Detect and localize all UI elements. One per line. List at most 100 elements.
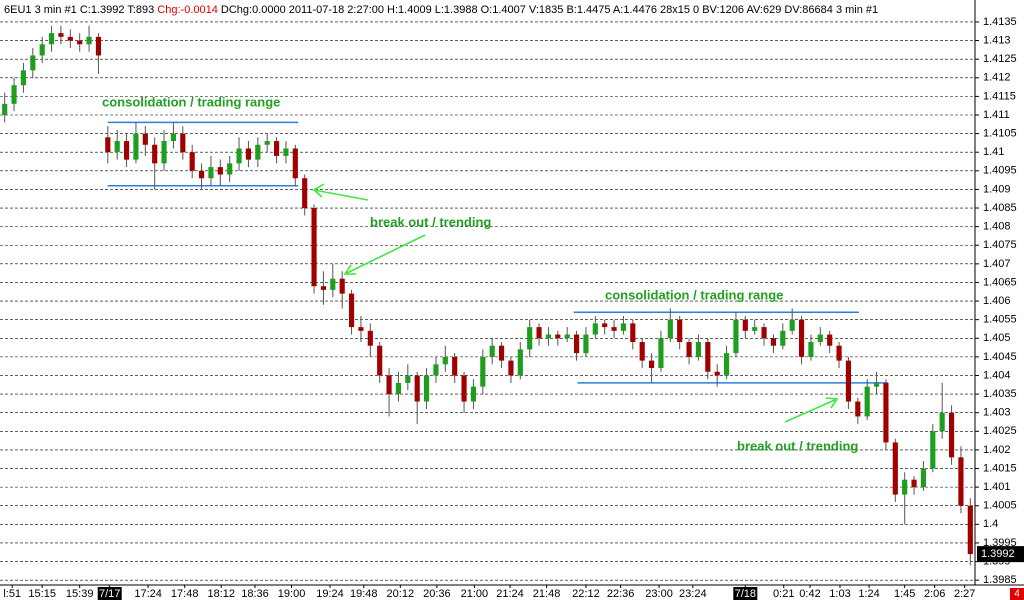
annotation: consolidation / trading range: [605, 287, 783, 302]
x-tick-label: 19:00: [278, 588, 306, 600]
candle-body: [920, 468, 927, 488]
arrow-head: [825, 397, 839, 409]
candle-body: [602, 323, 608, 328]
candle-body: [705, 341, 711, 372]
candle-body: [892, 442, 898, 495]
candle-body: [808, 341, 814, 357]
x-tick-label: 18:36: [241, 588, 269, 600]
y-tick-label: 1.3995: [983, 537, 1017, 549]
header-change: Chg:-0.0014: [157, 4, 218, 16]
candle-body: [264, 141, 270, 145]
candle-body: [292, 148, 298, 179]
x-tick-label: 23:24: [679, 588, 707, 600]
candle-body: [583, 334, 589, 354]
x-tick-label: 15:15: [28, 588, 56, 600]
x-tick-label: 23:00: [645, 588, 673, 600]
candle-body: [883, 382, 889, 443]
candle-body: [170, 133, 177, 142]
candle-body: [95, 36, 102, 56]
candle-body: [845, 360, 852, 402]
candle-body: [639, 341, 645, 361]
x-tick-label: 19:48: [350, 588, 378, 600]
last-price-label: 1.3992: [981, 548, 1015, 560]
x-tick-label: 20:36: [423, 588, 451, 600]
x-tick-label: 22:36: [607, 588, 635, 600]
y-tick-label: 1.411: [983, 109, 1010, 121]
candle-body: [105, 137, 111, 153]
x-tick-label: 0:42: [799, 588, 820, 600]
y-tick-label: 1.407: [983, 258, 1011, 270]
annotation: consolidation / trading range: [102, 94, 280, 109]
candle-body: [86, 36, 92, 45]
y-tick-label: 1.4095: [983, 165, 1017, 177]
candle-body: [414, 375, 420, 402]
candle-body: [564, 334, 570, 339]
x-tick-label: 21:24: [496, 588, 524, 600]
candle-body: [255, 144, 261, 160]
candle-body: [677, 319, 683, 342]
candle-body: [658, 338, 664, 369]
candle-body: [630, 323, 636, 342]
y-tick-label: 1.401: [983, 481, 1011, 493]
candle-body: [217, 167, 223, 175]
x-tick-label: 20:12: [387, 588, 415, 600]
candle-body: [58, 33, 64, 37]
candle-body: [348, 293, 355, 328]
y-tick-label: 1.408: [983, 221, 1011, 233]
candle-body: [967, 505, 973, 555]
y-tick-label: 1.412: [983, 72, 1011, 84]
y-tick-label: 1.4135: [983, 16, 1017, 28]
candle-body: [67, 36, 73, 41]
x-tick-label: 17:48: [171, 588, 199, 600]
candle-body: [198, 170, 205, 179]
last-price-box: [977, 546, 1024, 563]
candle-body: [958, 457, 964, 506]
candle-body: [770, 338, 777, 346]
y-tick-label: 1.4055: [983, 314, 1017, 326]
candle-body: [742, 319, 748, 331]
y-tick-label: 1.4015: [983, 462, 1017, 474]
x-tick-label: 1:45: [894, 588, 915, 600]
candle-body: [377, 345, 383, 376]
y-tick-label: 1.4005: [983, 500, 1017, 512]
candle-body: [227, 163, 233, 175]
x-tick-label: 1:24: [858, 588, 879, 600]
candle-body: [320, 286, 327, 290]
candle-body: [536, 327, 542, 339]
candle-body: [948, 412, 955, 458]
candle-body: [302, 178, 308, 209]
header-left: 6EU1 3 min #1 C:1.3992 T:893: [4, 4, 157, 16]
y-tick-label: 1.4125: [983, 53, 1017, 65]
candle-body: [545, 334, 552, 339]
candle-body: [723, 353, 730, 376]
candle-body: [2, 103, 8, 115]
candle-body: [367, 330, 373, 346]
candle-body: [695, 341, 702, 357]
candle-body: [189, 152, 195, 171]
y-tick-label: 1.4065: [983, 276, 1017, 288]
candle-body: [620, 323, 627, 331]
candle-body: [433, 364, 439, 376]
y-tick-label: 1.4025: [983, 425, 1017, 437]
range-lines: [107, 121, 888, 384]
candle-body: [836, 345, 842, 361]
header: 6EU1 3 min #1 C:1.3992 T:893 Chg:-0.0014…: [4, 4, 878, 16]
y-tick-label: 1.4085: [983, 202, 1017, 214]
corner-badge: 4: [1014, 589, 1020, 600]
x-tick-label: 19:24: [316, 588, 344, 600]
y-tick-label: 1.41: [983, 146, 1004, 158]
y-tick-label: 1.404: [983, 369, 1011, 381]
annotation: break out / trending: [370, 214, 491, 229]
candle-body: [817, 334, 823, 342]
candle-body: [508, 360, 514, 376]
y-tick-label: 1.403: [983, 407, 1011, 419]
candle-body: [142, 133, 148, 145]
y-tick-label: 1.3985: [983, 574, 1017, 586]
x-tick-label: 22:12: [572, 588, 600, 600]
candle-body: [686, 341, 692, 357]
candle-body: [283, 148, 289, 156]
x-tick-label: 2:27: [954, 588, 975, 600]
candle-body: [855, 401, 861, 417]
